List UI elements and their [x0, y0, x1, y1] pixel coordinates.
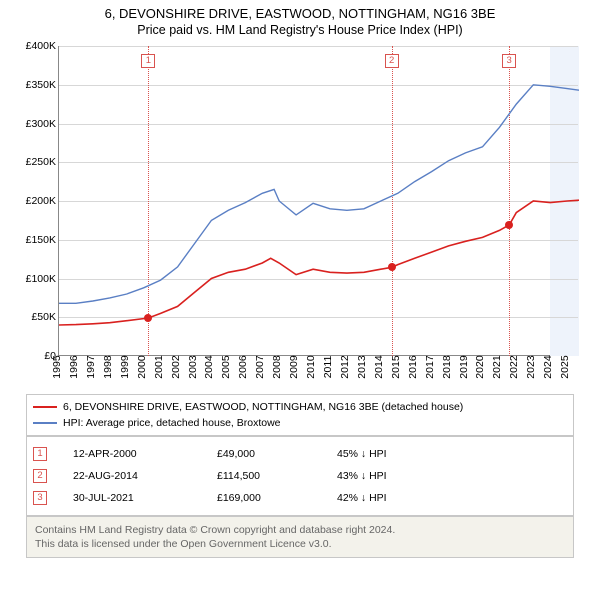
x-axis-tick-label: 2021 [491, 350, 503, 384]
series-line-hpi [59, 85, 579, 303]
x-axis-tick-label: 2002 [170, 350, 182, 384]
legend-swatch [33, 422, 57, 424]
x-axis-tick-label: 2019 [458, 350, 470, 384]
x-axis-tick-label: 2004 [203, 350, 215, 384]
x-axis-tick-label: 2023 [525, 350, 537, 384]
x-axis-tick-label: 2000 [136, 350, 148, 384]
x-axis-tick-label: 2009 [288, 350, 300, 384]
chart-title-line2: Price paid vs. HM Land Registry's House … [0, 23, 600, 37]
event-delta: 43% ↓ HPI [337, 470, 437, 482]
event-price: £114,500 [217, 470, 337, 482]
event-point-dot [144, 314, 152, 322]
event-date: 22-AUG-2014 [73, 470, 217, 482]
x-axis-tick-label: 2024 [542, 350, 554, 384]
y-axis-tick-label: £350K [12, 78, 56, 92]
plot-area: 1 2 3 [58, 46, 578, 356]
event-vertical-line [148, 46, 149, 356]
event-date: 30-JUL-2021 [73, 492, 217, 504]
x-axis-tick-label: 2003 [187, 350, 199, 384]
gridline [59, 240, 578, 241]
x-axis-tick-label: 2006 [237, 350, 249, 384]
x-axis-tick-label: 1999 [119, 350, 131, 384]
legend-swatch [33, 406, 57, 408]
gridline [59, 46, 578, 47]
x-axis-tick-label: 2012 [339, 350, 351, 384]
event-marker-icon: 3 [502, 54, 516, 68]
chart-container: 1 2 3 £0 £50K £100K £150K £200K £250K £300K £350K… [12, 46, 588, 390]
x-axis-tick-label: 2007 [254, 350, 266, 384]
event-row: 1 12-APR-2000 £49,000 45% ↓ HPI [33, 443, 567, 465]
y-axis-tick-label: £400K [12, 39, 56, 53]
x-axis-tick-label: 2017 [424, 350, 436, 384]
event-marker-icon: 1 [141, 54, 155, 68]
event-row: 3 30-JUL-2021 £169,000 42% ↓ HPI [33, 487, 567, 509]
event-vertical-line [392, 46, 393, 356]
legend-item-hpi: HPI: Average price, detached house, Brox… [33, 415, 567, 431]
x-axis-tick-label: 2022 [508, 350, 520, 384]
event-row: 2 22-AUG-2014 £114,500 43% ↓ HPI [33, 465, 567, 487]
event-point-dot [505, 221, 513, 229]
y-axis-tick-label: £300K [12, 117, 56, 131]
legend-item-price-paid: 6, DEVONSHIRE DRIVE, EASTWOOD, NOTTINGHA… [33, 399, 567, 415]
event-marker-icon: 3 [33, 491, 47, 505]
gridline [59, 317, 578, 318]
legend-box: 6, DEVONSHIRE DRIVE, EASTWOOD, NOTTINGHA… [26, 394, 574, 436]
x-axis-tick-label: 1998 [102, 350, 114, 384]
y-axis-tick-label: £50K [12, 310, 56, 324]
x-axis-tick-label: 2013 [356, 350, 368, 384]
x-axis-tick-label: 2001 [153, 350, 165, 384]
series-line-price_paid [59, 200, 579, 325]
gridline [59, 85, 578, 86]
attribution-footer: Contains HM Land Registry data © Crown c… [26, 516, 574, 558]
event-point-dot [388, 263, 396, 271]
x-axis-tick-label: 2025 [559, 350, 571, 384]
y-axis-tick-label: £250K [12, 155, 56, 169]
footer-line1: Contains HM Land Registry data © Crown c… [35, 523, 565, 537]
x-axis-tick-label: 2008 [271, 350, 283, 384]
x-axis-tick-label: 1996 [68, 350, 80, 384]
y-axis-tick-label: £100K [12, 272, 56, 286]
x-axis-tick-label: 2020 [474, 350, 486, 384]
x-axis-tick-label: 1995 [51, 350, 63, 384]
chart-title-block: 6, DEVONSHIRE DRIVE, EASTWOOD, NOTTINGHA… [0, 0, 600, 39]
y-axis-tick-label: £200K [12, 194, 56, 208]
gridline [59, 162, 578, 163]
y-axis-tick-label: £0 [12, 349, 56, 363]
event-delta: 42% ↓ HPI [337, 492, 437, 504]
event-price: £169,000 [217, 492, 337, 504]
y-axis-tick-label: £150K [12, 233, 56, 247]
x-axis-tick-label: 2016 [407, 350, 419, 384]
events-table: 1 12-APR-2000 £49,000 45% ↓ HPI 2 22-AUG… [26, 436, 574, 516]
x-axis-tick-label: 1997 [85, 350, 97, 384]
x-axis-tick-label: 2005 [220, 350, 232, 384]
event-vertical-line [509, 46, 510, 356]
footer-line2: This data is licensed under the Open Gov… [35, 537, 565, 551]
x-axis-tick-label: 2015 [390, 350, 402, 384]
event-date: 12-APR-2000 [73, 448, 217, 460]
event-marker-icon: 2 [33, 469, 47, 483]
gridline [59, 124, 578, 125]
legend-label: 6, DEVONSHIRE DRIVE, EASTWOOD, NOTTINGHA… [63, 401, 463, 413]
event-marker-icon: 2 [385, 54, 399, 68]
x-axis-tick-label: 2011 [322, 350, 334, 384]
chart-title-line1: 6, DEVONSHIRE DRIVE, EASTWOOD, NOTTINGHA… [0, 6, 600, 21]
x-axis-tick-label: 2014 [373, 350, 385, 384]
event-price: £49,000 [217, 448, 337, 460]
event-marker-icon: 1 [33, 447, 47, 461]
x-axis-tick-label: 2010 [305, 350, 317, 384]
event-delta: 45% ↓ HPI [337, 448, 437, 460]
gridline [59, 279, 578, 280]
x-axis-tick-label: 2018 [441, 350, 453, 384]
legend-label: HPI: Average price, detached house, Brox… [63, 417, 281, 429]
gridline [59, 201, 578, 202]
